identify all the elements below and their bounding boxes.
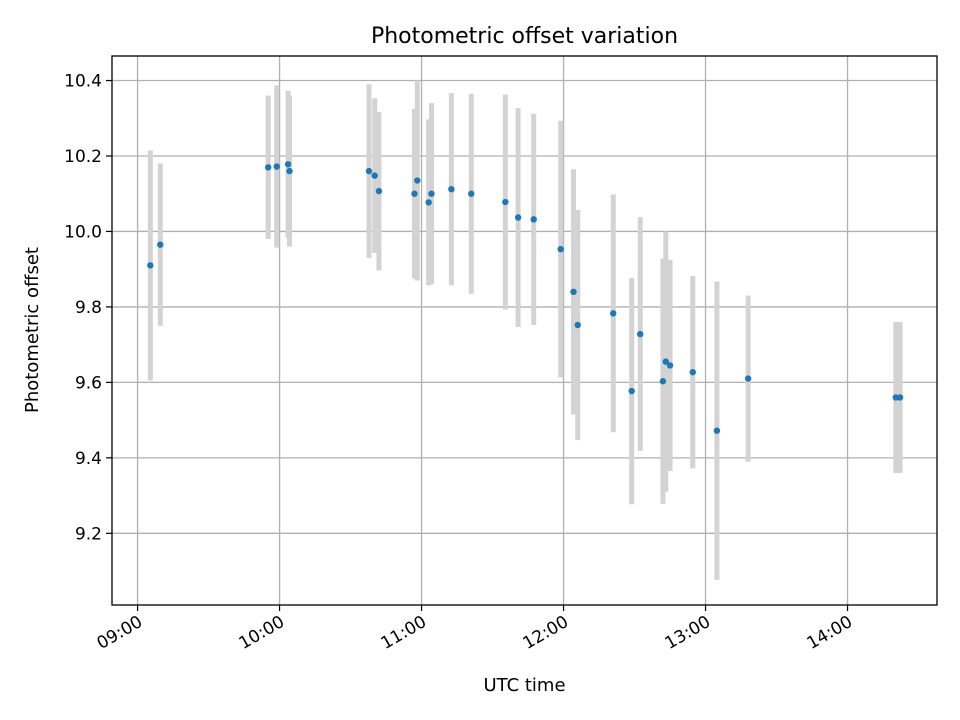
data-point	[896, 394, 904, 401]
data-point	[530, 216, 537, 223]
y-tick-label: 10.2	[64, 147, 102, 167]
y-tick-label: 9.4	[75, 449, 102, 469]
data-point	[557, 245, 564, 253]
data-point	[273, 163, 280, 170]
data-point	[371, 172, 378, 179]
chart-title: Photometric offset variation	[371, 24, 678, 49]
data-point	[414, 177, 421, 184]
data-points	[147, 161, 904, 434]
data-point	[468, 190, 475, 197]
data-point	[157, 241, 164, 248]
y-tick-label: 10.0	[64, 222, 102, 242]
data-point	[689, 368, 696, 376]
data-point	[744, 375, 752, 382]
data-point	[637, 330, 644, 338]
data-point	[514, 214, 522, 221]
data-point	[628, 387, 635, 395]
data-point	[662, 358, 669, 365]
data-point	[365, 167, 373, 175]
y-tick-label: 9.2	[75, 524, 102, 544]
plot-frame	[111, 55, 938, 606]
data-point	[666, 362, 674, 369]
data-point	[411, 190, 418, 197]
y-tick-label: 10.4	[64, 72, 102, 92]
data-point	[610, 310, 617, 317]
data-point	[574, 321, 581, 329]
grid-lines	[112, 56, 937, 605]
data-point	[448, 185, 455, 193]
data-point	[375, 187, 383, 195]
y-tick-label: 9.8	[75, 298, 102, 318]
data-point	[286, 167, 293, 175]
data-point	[428, 190, 435, 197]
x-axis-label: UTC time	[483, 675, 565, 696]
y-axis-label: Photometric offset	[22, 247, 43, 413]
data-point	[284, 161, 292, 168]
data-point	[570, 288, 577, 296]
data-point	[147, 262, 154, 269]
data-point	[264, 164, 272, 171]
y-tick-label: 9.6	[75, 373, 102, 393]
data-point	[502, 198, 509, 206]
data-point	[659, 378, 667, 385]
data-point	[713, 427, 721, 434]
data-point	[425, 199, 432, 206]
